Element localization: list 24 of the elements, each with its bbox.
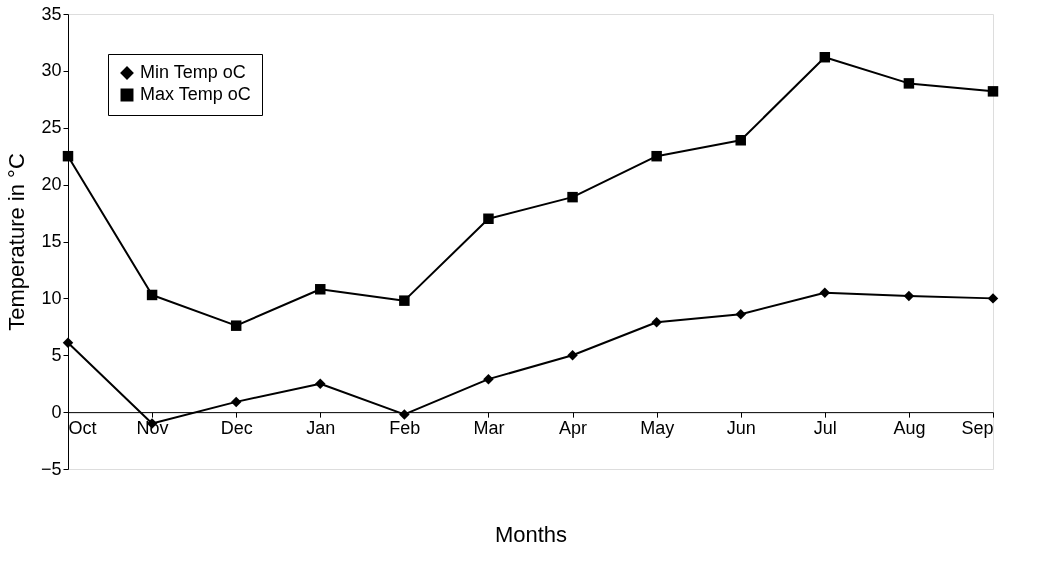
x-tick-label: Apr [559,417,588,438]
y-axis-title: Temperature in °C [3,153,29,331]
y-tick-label: −5 [40,458,62,479]
x-tick-label: Feb [389,417,421,438]
x-axis-title: Months [494,521,568,547]
x-tick-label: Jan [306,417,336,438]
x-tick-label: Aug [893,417,926,438]
y-tick-label: 5 [51,344,62,365]
legend-label: Min Temp oC [140,62,246,82]
y-tick-label: 35 [41,3,62,24]
x-tick-label: Jun [726,417,756,438]
legend-label: Max Temp oC [140,84,251,104]
x-tick-label: Oct [68,417,97,438]
x-tick-label: Mar [473,417,505,438]
y-tick-label: 20 [41,174,62,195]
y-tick-label: 15 [41,231,62,251]
x-tick-label: Sep [961,417,994,438]
y-tick-label: 10 [41,287,62,308]
x-tick-label: Jul [813,417,837,438]
y-tick-label: 25 [41,117,62,138]
y-tick-label: 30 [41,60,62,81]
y-tick-label: 0 [51,401,62,422]
x-tick-label: May [640,417,675,438]
x-tick-label: Dec [220,417,253,438]
